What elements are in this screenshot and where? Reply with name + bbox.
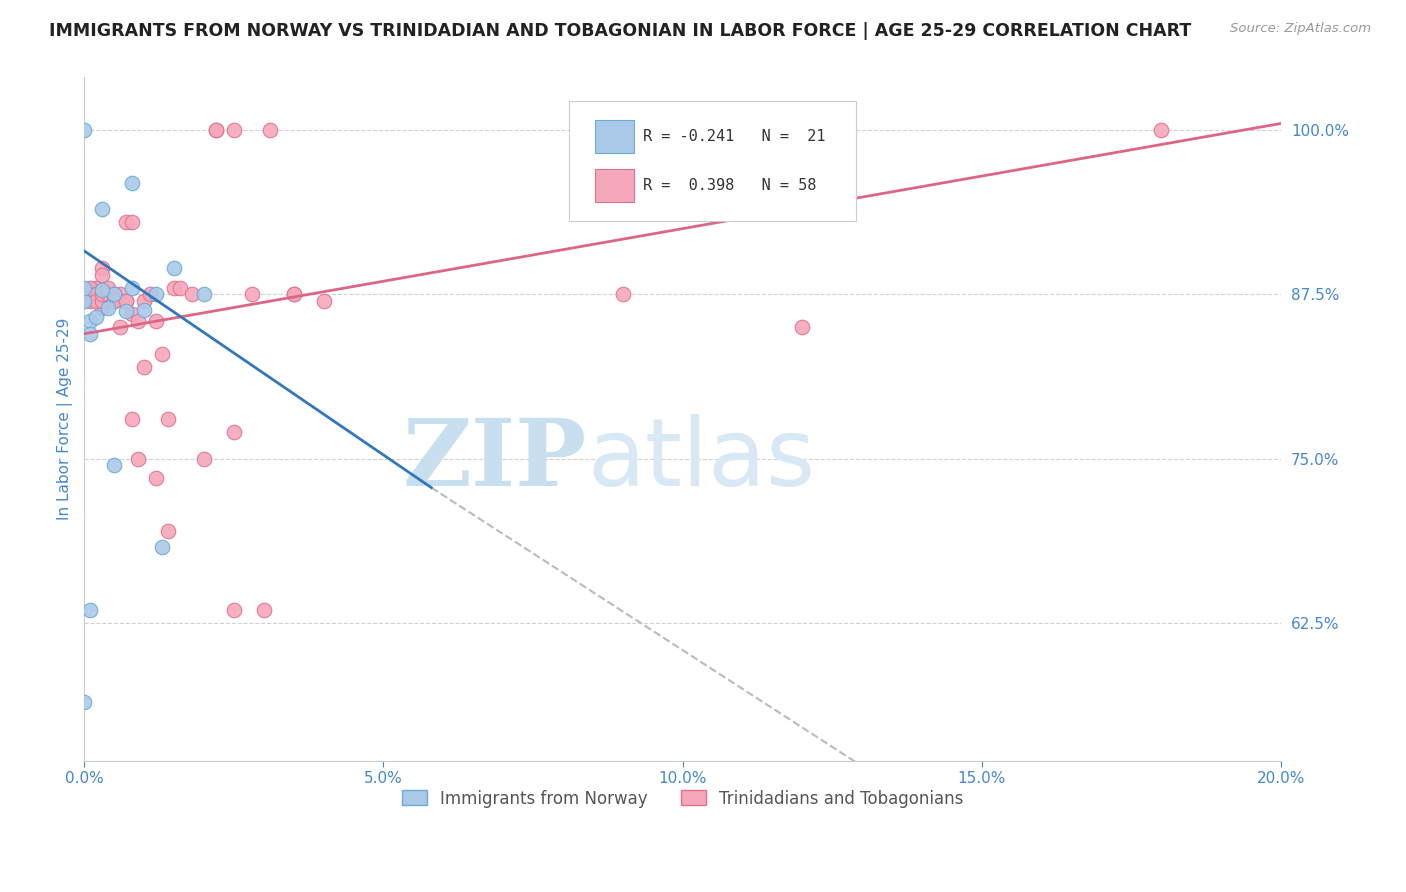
- Point: [115, 304, 138, 318]
- Point: [121, 176, 143, 190]
- Point: [91, 268, 114, 282]
- Point: [79, 287, 101, 301]
- Point: [97, 287, 120, 301]
- Point: [157, 524, 180, 538]
- Point: [84, 310, 107, 324]
- Text: Source: ZipAtlas.com: Source: ZipAtlas.com: [1230, 22, 1371, 36]
- Point: [91, 287, 114, 301]
- Point: [163, 261, 186, 276]
- Point: [108, 320, 131, 334]
- Point: [91, 261, 114, 276]
- Point: [312, 293, 335, 308]
- Point: [169, 281, 191, 295]
- Text: atlas: atlas: [586, 414, 815, 507]
- Point: [103, 458, 125, 473]
- Point: [792, 320, 814, 334]
- Point: [73, 293, 96, 308]
- Point: [108, 287, 131, 301]
- FancyBboxPatch shape: [595, 169, 634, 202]
- Point: [283, 287, 305, 301]
- Point: [91, 287, 114, 301]
- Point: [205, 123, 228, 137]
- Point: [73, 287, 96, 301]
- Point: [193, 451, 215, 466]
- Point: [121, 412, 143, 426]
- Point: [97, 301, 120, 315]
- Point: [612, 287, 634, 301]
- Point: [145, 313, 167, 327]
- Point: [79, 603, 101, 617]
- Point: [222, 603, 245, 617]
- Point: [222, 123, 245, 137]
- Point: [240, 287, 263, 301]
- FancyBboxPatch shape: [569, 102, 856, 221]
- Point: [103, 287, 125, 301]
- Point: [163, 281, 186, 295]
- Point: [121, 307, 143, 321]
- Point: [193, 287, 215, 301]
- Y-axis label: In Labor Force | Age 25-29: In Labor Force | Age 25-29: [58, 318, 73, 520]
- Point: [91, 293, 114, 308]
- Point: [145, 287, 167, 301]
- Point: [79, 313, 101, 327]
- Point: [253, 603, 276, 617]
- Point: [205, 123, 228, 137]
- Point: [79, 326, 101, 341]
- Text: R = -0.241   N =  21: R = -0.241 N = 21: [643, 128, 825, 144]
- Point: [150, 540, 173, 554]
- Point: [150, 346, 173, 360]
- Point: [115, 293, 138, 308]
- Point: [84, 287, 107, 301]
- Point: [103, 287, 125, 301]
- Point: [283, 287, 305, 301]
- Point: [84, 287, 107, 301]
- Point: [73, 123, 96, 137]
- Point: [115, 293, 138, 308]
- Point: [127, 313, 149, 327]
- Text: IMMIGRANTS FROM NORWAY VS TRINIDADIAN AND TOBAGONIAN IN LABOR FORCE | AGE 25-29 : IMMIGRANTS FROM NORWAY VS TRINIDADIAN AN…: [49, 22, 1191, 40]
- Point: [181, 287, 204, 301]
- Point: [115, 215, 138, 229]
- Legend: Immigrants from Norway, Trinidadians and Tobagonians: Immigrants from Norway, Trinidadians and…: [395, 783, 970, 814]
- Point: [84, 293, 107, 308]
- Point: [91, 284, 114, 298]
- Point: [134, 293, 156, 308]
- Point: [121, 281, 143, 295]
- Point: [134, 303, 156, 318]
- Point: [259, 123, 281, 137]
- Point: [91, 293, 114, 308]
- Point: [79, 281, 101, 295]
- Point: [222, 425, 245, 440]
- Point: [139, 287, 162, 301]
- FancyBboxPatch shape: [595, 120, 634, 153]
- Point: [103, 287, 125, 301]
- Point: [73, 695, 96, 709]
- Point: [84, 281, 107, 295]
- Text: ZIP: ZIP: [402, 416, 586, 505]
- Point: [97, 293, 120, 308]
- Point: [79, 293, 101, 308]
- Point: [91, 301, 114, 315]
- Point: [97, 281, 120, 295]
- Point: [127, 451, 149, 466]
- Point: [91, 202, 114, 216]
- Point: [103, 293, 125, 308]
- Point: [121, 215, 143, 229]
- Point: [145, 471, 167, 485]
- Point: [73, 281, 96, 295]
- Point: [103, 293, 125, 308]
- Point: [134, 359, 156, 374]
- Point: [157, 412, 180, 426]
- Point: [1150, 123, 1173, 137]
- Text: R =  0.398   N = 58: R = 0.398 N = 58: [643, 178, 817, 193]
